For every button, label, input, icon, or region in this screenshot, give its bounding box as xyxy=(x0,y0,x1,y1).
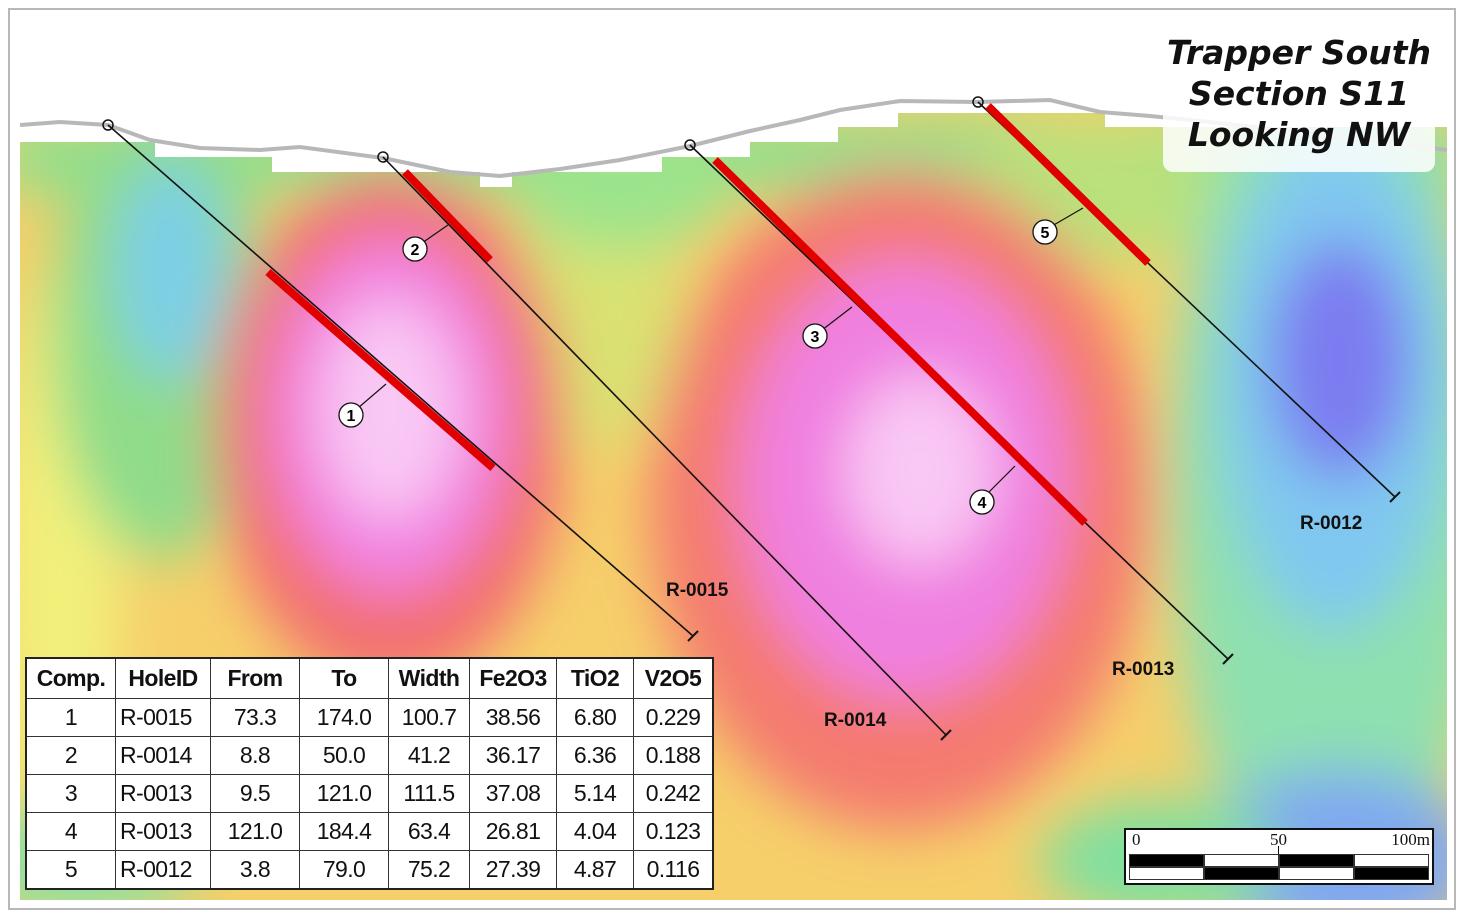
composite-table: Comp. HoleID From To Width Fe2O3 TiO2 V2… xyxy=(25,657,714,890)
map-frame xyxy=(8,8,1456,910)
composite-callout-3[interactable]: 3 xyxy=(802,323,828,349)
map-title: Trapper South Section S11 Looking NW xyxy=(1163,32,1435,155)
header-fe2o3: Fe2O3 xyxy=(469,657,557,699)
collar-icon xyxy=(102,119,114,131)
table-cell-v2o5: 0.188 xyxy=(633,736,714,775)
table-cell-width: 63.4 xyxy=(388,812,470,851)
table-cell-width: 41.2 xyxy=(388,736,470,775)
table-cell-fe2o3: 26.81 xyxy=(469,812,557,851)
table-row: 3 R-0013 9.5 121.0 111.5 37.08 5.14 0.242 xyxy=(25,774,714,813)
collar-icon xyxy=(972,96,984,108)
svg-text:2: 2 xyxy=(411,242,420,259)
collar-icon xyxy=(377,151,389,163)
table-cell-to: 121.0 xyxy=(299,774,389,813)
title-line-2: Section S11 xyxy=(1188,74,1410,113)
scale-label-50: 50 xyxy=(1270,830,1287,849)
table-cell-holeid: R-0015 xyxy=(115,698,211,737)
table-cell-comp: 2 xyxy=(25,736,116,775)
svg-text:5: 5 xyxy=(1041,225,1050,242)
table-cell-tio2: 5.14 xyxy=(556,774,634,813)
topography-line xyxy=(19,97,1448,179)
composite-callout-5[interactable]: 5 xyxy=(1032,219,1058,245)
table-cell-v2o5: 0.116 xyxy=(633,850,714,890)
table-cell-to: 50.0 xyxy=(299,736,389,775)
drillhole-R-0015[interactable] xyxy=(102,119,699,642)
table-cell-comp: 1 xyxy=(25,698,116,737)
title-line-1: Trapper South xyxy=(1166,33,1432,72)
table-cell-fe2o3: 38.56 xyxy=(469,698,557,737)
table-cell-fe2o3: 36.17 xyxy=(469,736,557,775)
table-cell-fe2o3: 37.08 xyxy=(469,774,557,813)
header-tio2: TiO2 xyxy=(556,657,634,699)
table-cell-width: 75.2 xyxy=(388,850,470,890)
table-cell-holeid: R-0013 xyxy=(115,774,211,813)
table-cell-tio2: 6.36 xyxy=(556,736,634,775)
header-width: Width xyxy=(388,657,470,699)
table-row: 4 R-0013 121.0 184.4 63.4 26.81 4.04 0.123 xyxy=(25,812,714,851)
table-cell-to: 174.0 xyxy=(299,698,389,737)
table-cell-holeid: R-0012 xyxy=(115,850,211,890)
table-cell-width: 111.5 xyxy=(388,774,470,813)
hole-label-R-0014: R-0014 xyxy=(824,710,887,731)
svg-text:3: 3 xyxy=(811,329,820,346)
intercept-bar xyxy=(985,103,1151,266)
hole-label-R-0012: R-0012 xyxy=(1300,513,1363,534)
drillhole-R-0012[interactable] xyxy=(972,96,1401,503)
table-cell-tio2: 6.80 xyxy=(556,698,634,737)
table-cell-v2o5: 0.242 xyxy=(633,774,714,813)
table-row: 1 R-0015 73.3 174.0 100.7 38.56 6.80 0.229 xyxy=(25,698,714,737)
table-cell-from: 73.3 xyxy=(210,698,300,737)
table-header-row: Comp. HoleID From To Width Fe2O3 TiO2 V2… xyxy=(25,657,714,699)
composite-callout-4[interactable]: 4 xyxy=(969,489,995,515)
svg-text:4: 4 xyxy=(978,495,987,512)
table-cell-to: 184.4 xyxy=(299,812,389,851)
table-row: 2 R-0014 8.8 50.0 41.2 36.17 6.36 0.188 xyxy=(25,736,714,775)
table-cell-width: 100.7 xyxy=(388,698,470,737)
intercept-bar xyxy=(265,268,496,472)
table-cell-from: 8.8 xyxy=(210,736,300,775)
drillhole-R-0013[interactable] xyxy=(684,139,1234,665)
hole-label-R-0015: R-0015 xyxy=(666,580,729,601)
table-cell-comp: 5 xyxy=(25,850,116,890)
header-holeid: HoleID xyxy=(115,657,211,699)
table-cell-comp: 4 xyxy=(25,812,116,851)
table-row: 5 R-0012 3.8 79.0 75.2 27.39 4.87 0.116 xyxy=(25,850,714,890)
scale-label-100m: 100m xyxy=(1391,830,1430,849)
table-cell-v2o5: 0.229 xyxy=(633,698,714,737)
hole-label-R-0013: R-0013 xyxy=(1112,659,1175,680)
scale-bar: 0 50 100m xyxy=(1124,828,1434,885)
table-cell-from: 9.5 xyxy=(210,774,300,813)
table-cell-holeid: R-0014 xyxy=(115,736,211,775)
table-cell-from: 121.0 xyxy=(210,812,300,851)
table-cell-comp: 3 xyxy=(25,774,116,813)
svg-text:1: 1 xyxy=(347,408,356,425)
table-cell-holeid: R-0013 xyxy=(115,812,211,851)
table-cell-to: 79.0 xyxy=(299,850,389,890)
table-cell-v2o5: 0.123 xyxy=(633,812,714,851)
title-backdrop xyxy=(1163,30,1435,172)
drillhole-R-0014[interactable] xyxy=(377,151,952,741)
header-comp: Comp. xyxy=(25,657,116,699)
title-line-3: Looking NW xyxy=(1187,115,1411,154)
header-to: To xyxy=(299,657,389,699)
table-cell-tio2: 4.87 xyxy=(556,850,634,890)
composite-callout-1[interactable]: 1 xyxy=(338,402,364,428)
composite-callout-2[interactable]: 2 xyxy=(402,236,428,262)
scale-label-0: 0 xyxy=(1132,830,1141,849)
collar-icon xyxy=(684,139,696,151)
intercept-bar xyxy=(402,169,493,263)
table-cell-from: 3.8 xyxy=(210,850,300,890)
header-v2o5: V2O5 xyxy=(633,657,714,699)
table-cell-tio2: 4.04 xyxy=(556,812,634,851)
table-cell-fe2o3: 27.39 xyxy=(469,850,557,890)
intercept-bar xyxy=(712,157,1088,526)
header-from: From xyxy=(210,657,300,699)
